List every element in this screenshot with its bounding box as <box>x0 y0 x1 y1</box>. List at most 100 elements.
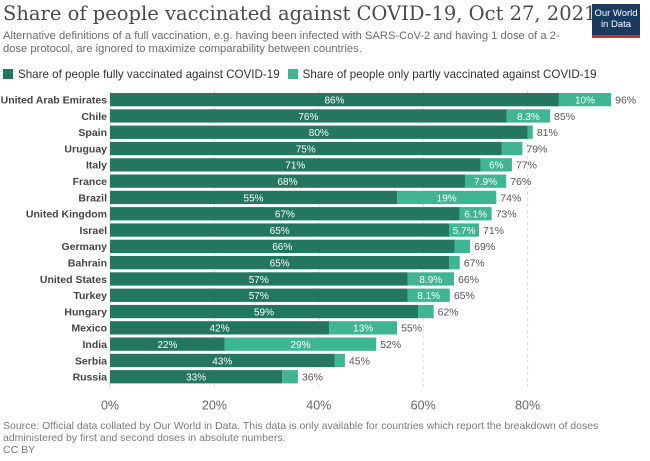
bar-label-full: 59% <box>254 307 274 318</box>
x-tick-label: 40% <box>306 398 331 412</box>
legend-item-partial[interactable]: Share of people only partly vaccinated a… <box>287 67 597 81</box>
bar-label-partial: 29% <box>291 340 311 351</box>
bar-fully-vaccinated <box>110 223 450 237</box>
bar-label-partial: 7.9% <box>474 177 497 188</box>
bar-partly-vaccinated <box>501 141 523 156</box>
bar-total-label: 79% <box>526 143 547 155</box>
bar-fully-vaccinated <box>110 207 460 221</box>
bar-partly-vaccinated <box>449 256 460 270</box>
bar-fully-vaccinated <box>110 288 408 302</box>
bar-partly-vaccinated <box>449 223 480 237</box>
x-tick-label: 60% <box>411 398 436 412</box>
bar-label-full: 22% <box>157 340 177 351</box>
category-label: Turkey <box>73 290 107 302</box>
bar-fully-vaccinated <box>110 158 481 172</box>
bar-total-label: 77% <box>516 160 537 172</box>
category-label: Bahrain <box>68 257 107 269</box>
bar-label-full: 67% <box>275 210 295 221</box>
bar-total-label: 55% <box>401 323 422 335</box>
bar-fully-vaccinated <box>110 272 408 286</box>
category-label: Germany <box>61 241 107 253</box>
bar-partly-vaccinated <box>417 304 434 319</box>
bar-total-label: 45% <box>349 355 370 367</box>
legend: Share of people fully vaccinated against… <box>3 66 605 82</box>
bar-label-partial: 13% <box>353 324 373 335</box>
bar-total-label: 67% <box>464 257 485 269</box>
bar-label-full: 75% <box>296 144 316 155</box>
bar-fully-vaccinated <box>110 125 528 139</box>
bar-total-label: 81% <box>537 127 558 139</box>
bar-fully-vaccinated <box>110 109 507 123</box>
bar-label-full: 86% <box>324 95 344 106</box>
category-label: Serbia <box>75 355 107 367</box>
bar-label-full: 71% <box>285 161 305 172</box>
bar-fully-vaccinated <box>110 353 335 368</box>
bar-fully-vaccinated <box>110 141 502 156</box>
bar-partly-vaccinated <box>464 174 507 188</box>
x-tick-label: 0% <box>101 398 119 412</box>
bar-fully-vaccinated <box>110 337 225 351</box>
bar-total-label: 52% <box>380 339 401 351</box>
source-note: Source: Official data collated by Our Wo… <box>3 420 643 456</box>
bar-label-partial: 6% <box>489 161 504 172</box>
bar-partly-vaccinated <box>224 337 377 351</box>
bar-partly-vaccinated <box>282 370 298 384</box>
category-label: United States <box>40 274 107 286</box>
bar-label-full: 57% <box>249 291 269 302</box>
chart-subtitle: Alternative definitions of a full vaccin… <box>3 30 560 55</box>
bar-label-partial: 8.1% <box>417 291 440 302</box>
category-label: Russia <box>73 372 108 384</box>
bar-label-full: 65% <box>270 226 290 237</box>
legend-label-full: Share of people fully vaccinated against… <box>18 67 280 81</box>
bar-total-label: 76% <box>510 176 531 188</box>
bar-fully-vaccinated <box>110 190 398 205</box>
bar-fully-vaccinated <box>110 93 559 107</box>
legend-label-partial: Share of people only partly vaccinated a… <box>302 67 597 81</box>
chart-title: Share of people vaccinated against COVID… <box>3 2 597 25</box>
bar-fully-vaccinated <box>110 174 465 188</box>
bar-partly-vaccinated <box>527 125 533 139</box>
legend-swatch-full <box>3 69 13 79</box>
category-label: Uruguay <box>64 143 107 155</box>
category-label: Brazil <box>78 192 107 204</box>
bar-label-partial: 10% <box>575 95 595 106</box>
bar-label-full: 65% <box>270 258 290 269</box>
bar-partly-vaccinated <box>454 239 471 253</box>
logo-line-2: in Data <box>600 19 632 30</box>
bar-partly-vaccinated <box>397 190 497 205</box>
bar-total-label: 85% <box>554 111 575 123</box>
bar-label-partial: 8.9% <box>419 275 442 286</box>
logo-line-1: Our World <box>594 8 638 19</box>
owid-logo[interactable]: Our World in Data <box>592 4 640 38</box>
category-label: France <box>73 176 108 188</box>
bar-total-label: 73% <box>496 209 517 221</box>
bar-partly-vaccinated <box>506 109 551 123</box>
stacked-bar-chart: 0% 20% 40% 60% 80% United Arab Emirates 86% 10%… <box>1 90 636 412</box>
bar-label-partial: 19% <box>437 193 457 204</box>
category-label: United Kingdom <box>26 209 107 221</box>
bar-partly-vaccinated <box>459 207 492 221</box>
bar-label-full: 68% <box>277 177 297 188</box>
bar-partly-vaccinated <box>407 272 454 286</box>
bar-total-label: 36% <box>302 372 323 384</box>
source-text: Source: Official data collated by Our Wo… <box>3 420 599 444</box>
bar-total-label: 66% <box>458 274 479 286</box>
bar-total-label: 71% <box>483 225 504 237</box>
category-label: Spain <box>78 127 107 139</box>
bar-label-partial: 8.3% <box>517 112 540 123</box>
legend-item-full[interactable]: Share of people fully vaccinated against… <box>3 68 280 81</box>
bar-fully-vaccinated <box>110 370 283 384</box>
category-label: Hungary <box>64 306 107 318</box>
bar-total-label: 69% <box>474 241 495 253</box>
bar-label-full: 43% <box>212 356 232 367</box>
bar-label-full: 76% <box>298 112 318 123</box>
category-label: Chile <box>81 111 107 123</box>
bar-partly-vaccinated <box>407 288 450 302</box>
bar-label-full: 33% <box>186 373 206 384</box>
x-tick-label: 20% <box>202 398 227 412</box>
category-label: Israel <box>80 225 108 237</box>
bar-total-label: 65% <box>454 290 475 302</box>
category-label: India <box>82 339 107 351</box>
bar-fully-vaccinated <box>110 239 455 253</box>
bar-total-label: 96% <box>615 94 636 106</box>
